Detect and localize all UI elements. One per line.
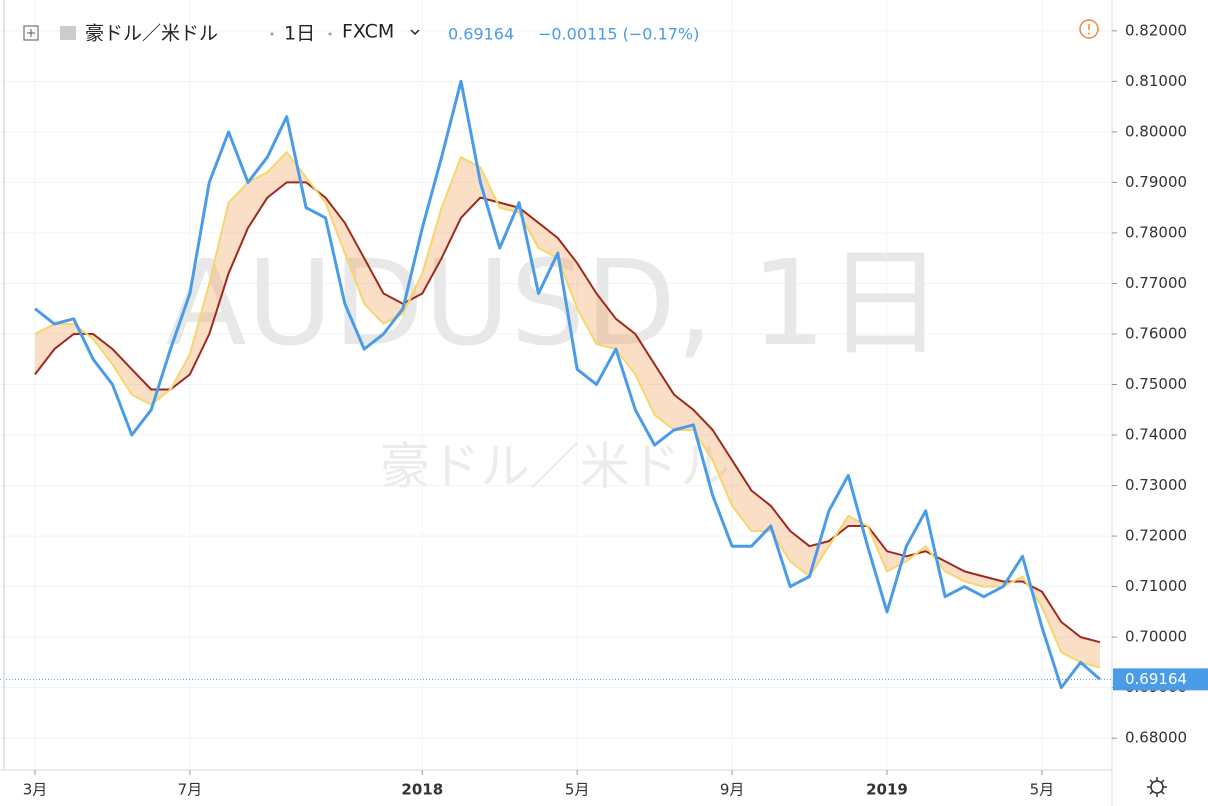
ma-line <box>34 181 1101 644</box>
warning-dot <box>1088 32 1090 35</box>
y-tick-label: 0.73000 <box>1125 476 1187 494</box>
header: 豪ドル／米ドル 1日 FXCM 0.69164 −0.00115 (−0.17%… <box>23 21 699 45</box>
y-tick-label: 0.81000 <box>1125 72 1187 90</box>
x-tick-label: 3月 <box>23 781 48 799</box>
left-edge <box>3 0 5 770</box>
y-tick-label: 0.79000 <box>1125 173 1187 191</box>
x-tick-label: 5月 <box>1030 781 1055 799</box>
symbol-name: 豪ドル／米ドル <box>85 23 218 45</box>
y-tick-label: 0.75000 <box>1125 375 1187 393</box>
y-tick-label: 0.76000 <box>1125 324 1187 342</box>
separator <box>328 32 332 36</box>
last-price: 0.69164 <box>448 25 514 44</box>
y-tick-label: 0.71000 <box>1125 577 1187 595</box>
y-tick-label: 0.72000 <box>1125 527 1187 545</box>
exchange[interactable]: FXCM <box>342 21 394 43</box>
y-tick-label: 0.80000 <box>1125 122 1187 140</box>
warning-icon[interactable] <box>1079 19 1099 39</box>
price-line <box>34 79 1101 690</box>
last-price-label: 0.69164 <box>1125 670 1187 688</box>
y-tick-label: 0.82000 <box>1125 21 1187 39</box>
y-tick-label: 0.70000 <box>1125 628 1187 646</box>
y-tick-label: 0.77000 <box>1125 274 1187 292</box>
x-tick-label: 2018 <box>401 781 443 799</box>
flag-icon[interactable] <box>60 26 76 40</box>
exchange-dropdown[interactable] <box>410 29 420 36</box>
price-change: −0.00115 (−0.17%) <box>538 25 699 44</box>
y-tick-label: 0.74000 <box>1125 426 1187 444</box>
y-tick-label: 0.68000 <box>1125 729 1187 747</box>
add-icon[interactable] <box>23 25 39 41</box>
watermark-name: 豪ドル／米ドル <box>380 438 730 496</box>
interval: 1日 <box>284 23 315 45</box>
settings-icon[interactable] <box>1147 777 1167 797</box>
x-tick-label: 9月 <box>720 781 745 799</box>
x-tick-label: 5月 <box>565 781 590 799</box>
x-tick-label: 2019 <box>866 781 908 799</box>
ma-line <box>34 151 1101 669</box>
separator <box>270 32 274 36</box>
y-tick-label: 0.78000 <box>1125 223 1187 241</box>
x-tick-label: 7月 <box>178 781 203 799</box>
gear-teeth <box>1147 777 1167 797</box>
last-price-tag <box>1113 668 1208 691</box>
